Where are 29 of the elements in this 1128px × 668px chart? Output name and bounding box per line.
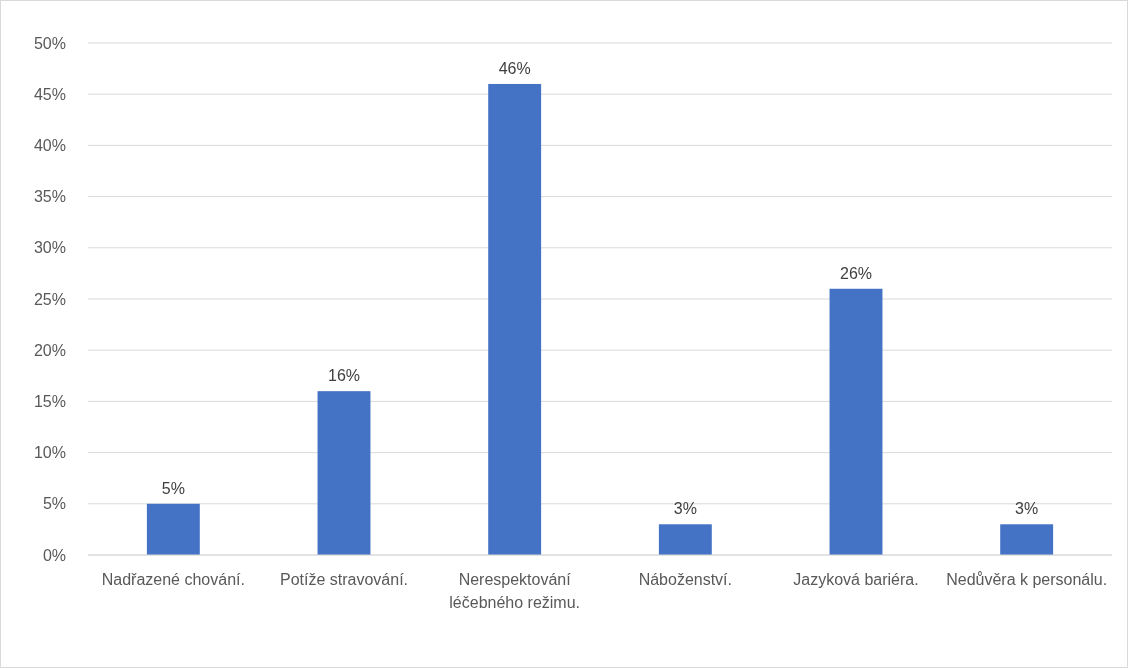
x-tick-label: Potíže stravování. [279, 570, 409, 588]
data-label: 16% [327, 367, 361, 385]
y-tick-label: 0% [42, 546, 66, 564]
data-label: 46% [498, 59, 531, 77]
bar [146, 503, 200, 555]
data-label: 3% [673, 500, 697, 518]
y-tick-label: 45% [33, 85, 66, 103]
y-tick-label: 35% [33, 188, 66, 206]
bar [488, 83, 542, 555]
data-label: 5% [161, 479, 185, 497]
y-tick-label: 25% [33, 290, 66, 308]
x-tick-label: Nedůvěra k personálu. [946, 570, 1108, 588]
bar [829, 288, 883, 555]
data-label: 26% [839, 264, 873, 282]
y-tick-label: 5% [42, 495, 66, 513]
x-tick-label: Nadřazené chování. [101, 570, 245, 588]
y-tick-label: 20% [33, 341, 66, 359]
x-tick-label: Nerespektování léčebného režimu. [449, 570, 581, 611]
x-tick-label: Náboženství. [638, 570, 733, 588]
y-tick-label: 50% [33, 34, 66, 52]
bar [317, 391, 371, 555]
bar [658, 524, 712, 555]
bar [1000, 524, 1054, 555]
y-tick-label: 30% [33, 239, 66, 257]
x-tick-label: Jazyková bariéra. [793, 570, 919, 588]
y-tick-label: 15% [33, 393, 66, 410]
y-tick-label: 40% [33, 137, 66, 154]
data-label: 3% [1015, 500, 1039, 518]
y-tick-label: 10% [33, 444, 66, 462]
